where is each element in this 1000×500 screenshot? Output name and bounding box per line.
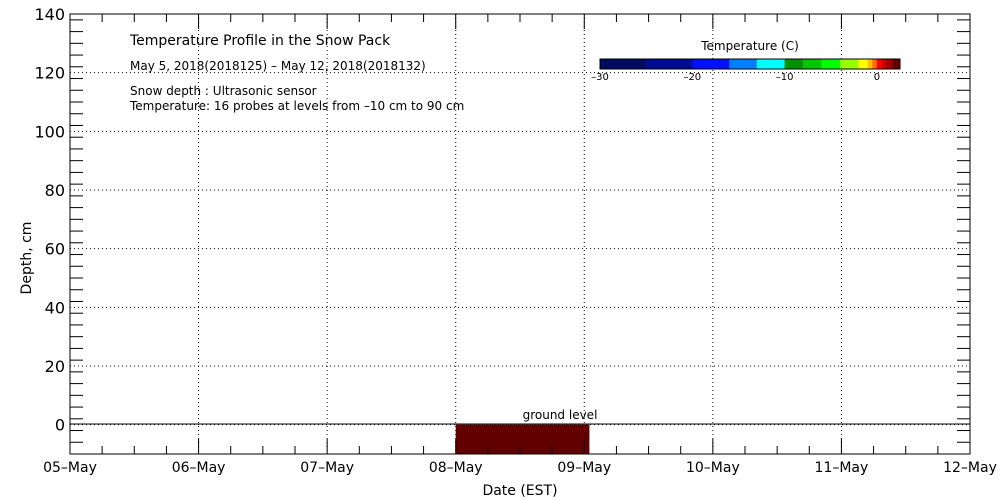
colorbar-bin <box>646 59 693 69</box>
colorbar-tick-label: –30 <box>591 72 609 83</box>
colorbar-bin <box>729 59 758 69</box>
y-tick-label: 20 <box>45 357 65 376</box>
x-tick-label: 12–May <box>943 460 997 476</box>
colorbar-bin <box>840 59 859 69</box>
y-tick-label: 40 <box>45 298 65 317</box>
x-tick-label: 05–May <box>43 460 97 476</box>
colorbar-bin <box>872 59 878 69</box>
grid <box>70 14 970 454</box>
colorbar-title: Temperature (C) <box>700 39 799 53</box>
y-axis-label: Depth, cm <box>19 222 35 295</box>
x-tick-label: 10–May <box>686 460 740 476</box>
x-tick-label: 09–May <box>557 460 611 476</box>
colorbar-tick-label: –20 <box>683 72 701 83</box>
colorbar-bin <box>821 59 841 69</box>
colorbar-tick-label: –10 <box>776 72 794 83</box>
y-tick-label: 140 <box>34 5 65 24</box>
chart-title: Temperature Profile in the Snow Pack <box>129 33 391 49</box>
x-tick-label: 08–May <box>429 460 483 476</box>
plot-frame <box>69 13 971 455</box>
colorbar-bin <box>803 59 822 69</box>
axes: 140 120 100 80 60 40 20 0 05–May 06–May 07–May 08–M… <box>34 5 996 476</box>
colorbar-bin <box>784 59 804 69</box>
colorbar: –30 –20 –10 0 <box>591 58 901 83</box>
x-tick-label: 11–May <box>815 460 869 476</box>
note-temperature: Temperature: 16 probes at levels from –1… <box>129 99 464 113</box>
x-tick-label: 07–May <box>300 460 354 476</box>
y-tick-label: 0 <box>55 416 65 435</box>
x-tick-label: 06–May <box>172 460 226 476</box>
y-tick-label: 80 <box>45 181 65 200</box>
chart-subtitle: May 5, 2018(2018125) – May 12, 2018(2018… <box>130 59 426 73</box>
temperature-cell <box>455 424 590 454</box>
colorbar-frame <box>599 58 901 70</box>
colorbar-bin <box>692 59 730 69</box>
ground-level-label: ground level <box>523 408 598 422</box>
colorbar-bin <box>756 59 785 69</box>
colorbar-bin <box>600 59 647 69</box>
colorbar-bin <box>867 59 873 69</box>
y-tick-label: 60 <box>45 240 65 259</box>
y-tick-label: 120 <box>34 64 65 83</box>
colorbar-bin <box>881 59 887 69</box>
filled-regions <box>455 424 590 454</box>
note-snow-depth: Snow depth : Ultrasonic sensor <box>130 84 317 98</box>
colorbar-bin <box>876 59 882 69</box>
colorbar-bin <box>858 59 868 69</box>
colorbar-bin <box>886 59 893 69</box>
y-tick-label: 100 <box>34 122 65 141</box>
colorbar-tick-label: 0 <box>874 72 880 83</box>
x-axis-label: Date (EST) <box>482 483 557 499</box>
colorbar-bin <box>892 59 901 69</box>
